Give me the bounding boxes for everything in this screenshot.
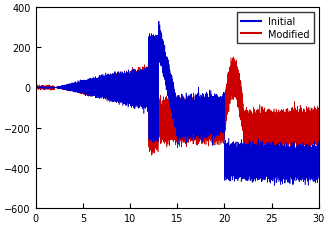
Legend: Initial, Modified: Initial, Modified <box>237 13 314 44</box>
Modified <box>140 99 144 102</box>
Modified <box>161 132 164 135</box>
Initial <box>102 86 106 89</box>
Modified <box>150 154 154 157</box>
Initial <box>34 86 38 89</box>
Initial <box>272 185 276 187</box>
Modified <box>34 85 38 87</box>
Initial <box>317 160 321 163</box>
Modified <box>231 56 235 59</box>
Line: Modified: Modified <box>36 57 319 155</box>
Modified <box>99 81 103 84</box>
Modified <box>317 121 321 124</box>
Modified <box>315 144 318 147</box>
Initial <box>157 21 161 23</box>
Modified <box>102 91 106 94</box>
Initial <box>101 80 105 83</box>
Initial <box>315 166 318 169</box>
Modified <box>101 79 105 82</box>
Initial <box>99 76 103 78</box>
Initial <box>140 92 144 95</box>
Line: Initial: Initial <box>36 22 319 186</box>
Initial <box>161 39 164 41</box>
